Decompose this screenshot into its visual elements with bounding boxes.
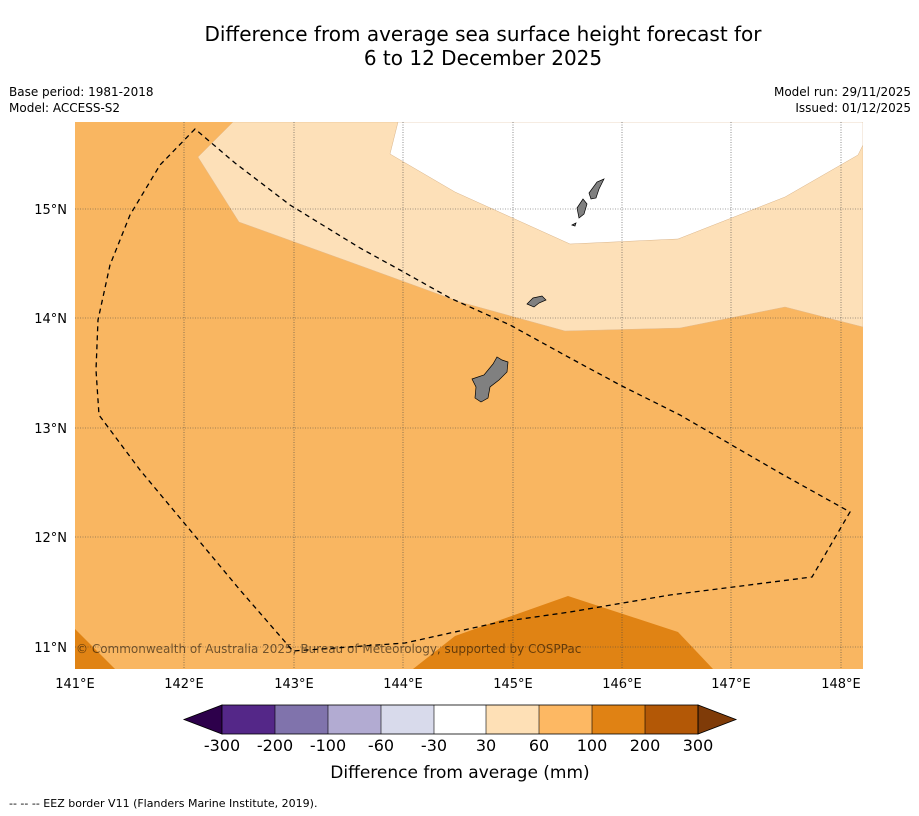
- lon-label: 142°E: [164, 677, 204, 692]
- copyright-text: © Commonwealth of Australia 2025, Bureau…: [76, 642, 581, 656]
- island-rota: [526, 295, 547, 308]
- lat-labels: 15°N 14°N 13°N 12°N 11°N: [34, 203, 67, 656]
- colorbar-tick: 60: [529, 736, 549, 755]
- meta-left: Base period: 1981-2018 Model: ACCESS-S2: [9, 84, 154, 116]
- lon-labels: 141°E 142°E 143°E 144°E 145°E 146°E 147°…: [55, 677, 861, 692]
- island-tinian: [576, 198, 588, 219]
- lon-label: 146°E: [602, 677, 642, 692]
- meta-right: Model run: 29/11/2025 Issued: 01/12/2025: [774, 84, 911, 116]
- issued-date: Issued: 01/12/2025: [795, 101, 911, 115]
- colorbar-tick: 200: [630, 736, 661, 755]
- colorbar-tick: -30: [421, 736, 447, 755]
- eez-border: [95, 128, 851, 652]
- lat-label: 12°N: [34, 531, 67, 546]
- colorbar-swatch: [592, 705, 645, 734]
- lon-label: 143°E: [274, 677, 314, 692]
- colorbar-label: Difference from average (mm): [330, 763, 589, 783]
- lon-label: 147°E: [711, 677, 751, 692]
- lat-label: 13°N: [34, 422, 67, 437]
- colorbar-tick: 30: [476, 736, 496, 755]
- colorbar-swatch: [434, 705, 486, 734]
- island-guam: [471, 356, 509, 403]
- map-plot-area: © Commonwealth of Australia 2025, Bureau…: [75, 122, 863, 669]
- band-100-200-south: [413, 596, 713, 669]
- model-name: Model: ACCESS-S2: [9, 101, 121, 115]
- lon-label: 145°E: [493, 677, 533, 692]
- base-period: Base period: 1981-2018: [9, 85, 154, 99]
- map-title: Difference from average sea surface heig…: [0, 22, 919, 70]
- island-aguijan: [571, 222, 577, 227]
- colorbar: -300 -200 -100 -60 -30 30 60 100 200 300…: [182, 704, 738, 783]
- colorbar-tick: -200: [257, 736, 293, 755]
- model-run: Model run: 29/11/2025: [773, 85, 911, 99]
- title-line-1: Difference from average sea surface heig…: [204, 22, 762, 46]
- graticule: [75, 122, 863, 669]
- colorbar-swatch: [539, 705, 592, 734]
- lat-label: 11°N: [34, 641, 67, 656]
- colorbar-swatch: [486, 705, 539, 734]
- lat-label: 15°N: [34, 203, 67, 218]
- colorbar-swatch: [275, 705, 328, 734]
- colorbar-swatch: [222, 705, 275, 734]
- colorbar-tick: -300: [204, 736, 240, 755]
- colorbar-outline: [221, 704, 699, 735]
- colorbar-tick: 100: [577, 736, 608, 755]
- lon-label: 141°E: [55, 677, 95, 692]
- colorbar-swatch: [645, 705, 698, 734]
- band-minus30-30: [389, 122, 863, 245]
- lat-label: 14°N: [34, 312, 67, 327]
- colorbar-extend-low: [182, 704, 223, 735]
- eez-footnote: -- -- -- EEZ border V11 (Flanders Marine…: [9, 797, 318, 810]
- colorbar-tick: -100: [310, 736, 346, 755]
- lon-label: 144°E: [383, 677, 423, 692]
- lon-label: 148°E: [821, 677, 861, 692]
- colorbar-extend-high: [697, 704, 738, 735]
- colorbar-swatch: [328, 705, 381, 734]
- colorbar-tick: -60: [368, 736, 394, 755]
- title-line-2: 6 to 12 December 2025: [363, 46, 603, 70]
- band-100-200-southwest: [75, 629, 115, 669]
- colorbar-swatch: [381, 705, 434, 734]
- colorbar-tick: 300: [683, 736, 714, 755]
- island-saipan: [588, 178, 605, 200]
